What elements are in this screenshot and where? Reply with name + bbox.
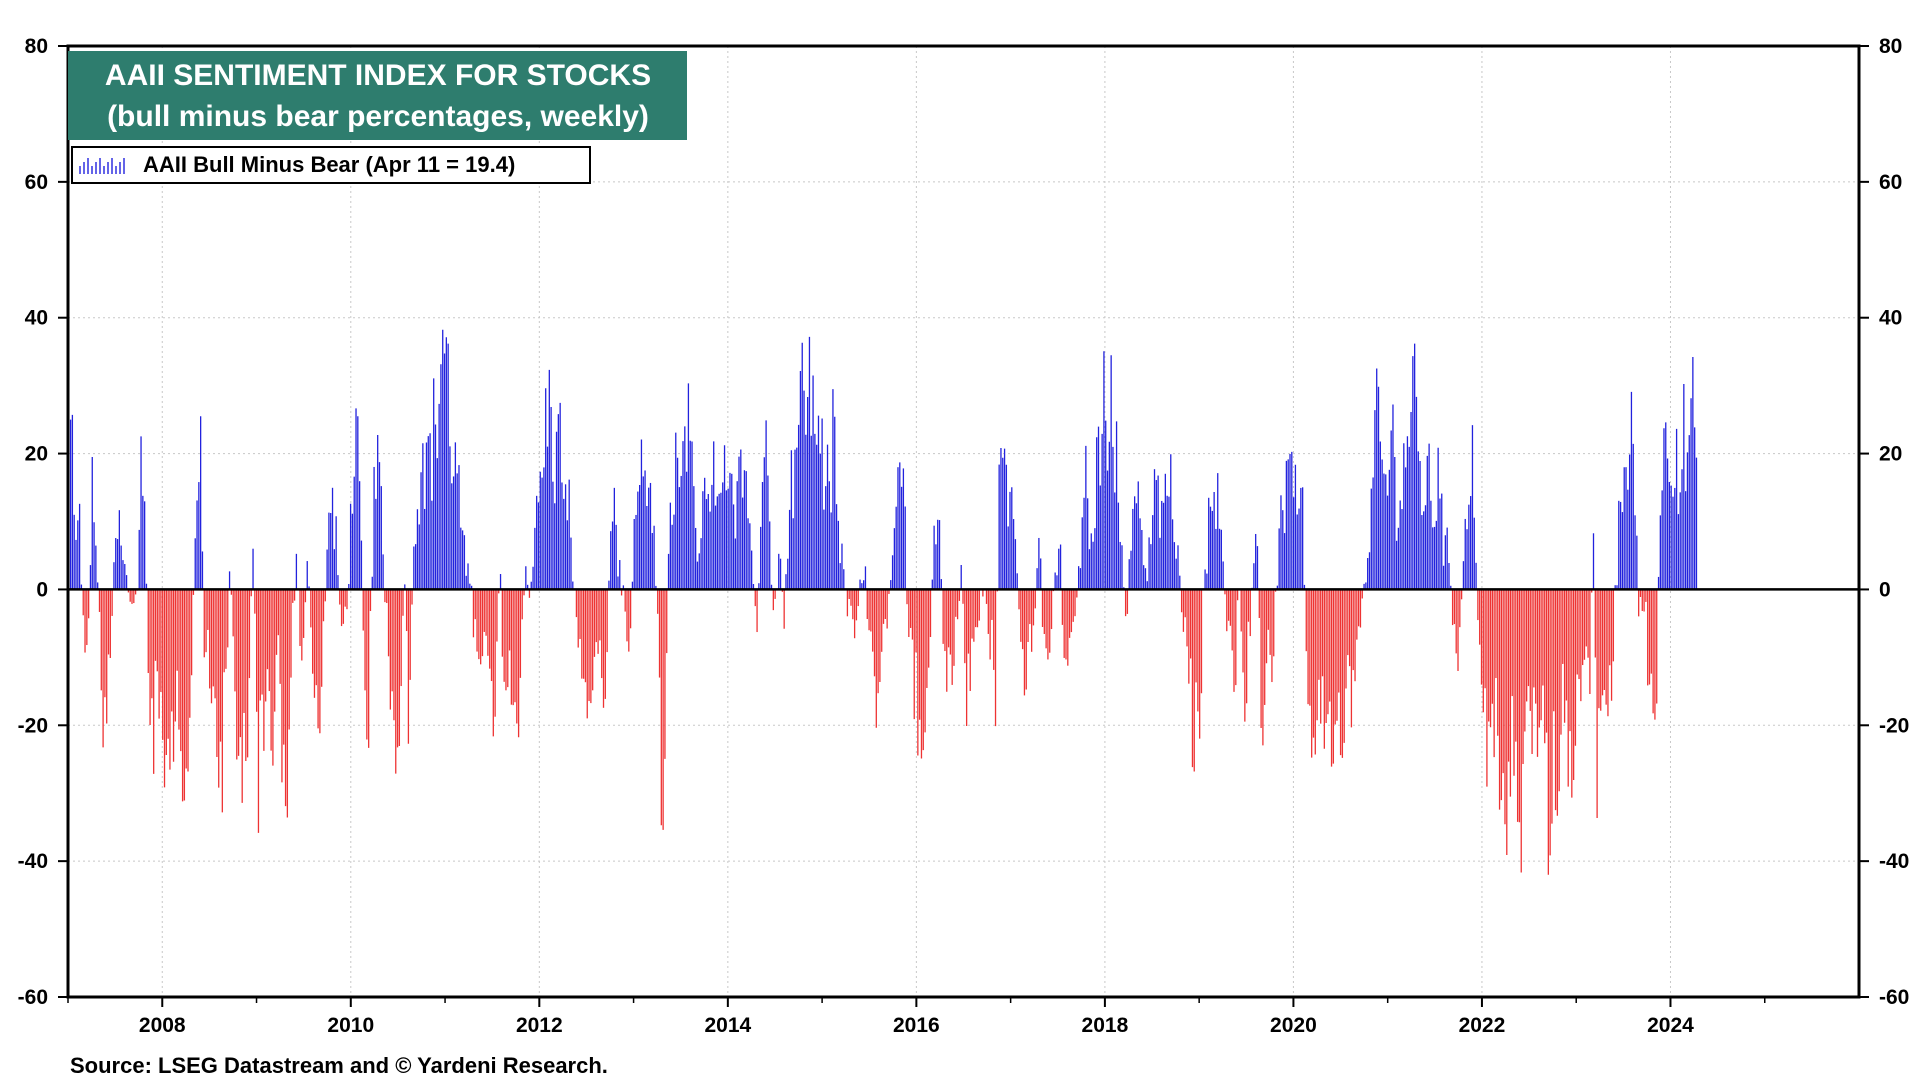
x-tick-label: 2024 (1647, 1014, 1694, 1037)
x-tick-label: 2018 (1082, 1014, 1129, 1037)
y-tick-label-right: 80 (1879, 35, 1902, 58)
y-tick-label-left: -60 (18, 986, 48, 1009)
x-tick-label: 2010 (327, 1014, 374, 1037)
y-tick-label-right: 20 (1879, 443, 1902, 466)
legend-swatch-icon (79, 158, 125, 174)
x-tick-label: 2012 (516, 1014, 563, 1037)
y-tick-label-right: 40 (1879, 307, 1902, 330)
y-tick-label-right: -60 (1879, 986, 1909, 1009)
y-tick-label-right: -20 (1879, 714, 1909, 737)
bar-series (68, 329, 1698, 875)
y-tick-label-right: 60 (1879, 171, 1902, 194)
source-note: Source: LSEG Datastream and © Yardeni Re… (70, 1053, 608, 1078)
x-tick-label: 2016 (893, 1014, 940, 1037)
y-tick-label-left: 60 (25, 171, 48, 194)
chart-subtitle: (bull minus bear percentages, weekly) (107, 100, 649, 133)
y-tick-label-left: 40 (25, 307, 48, 330)
y-tick-label-left: -20 (18, 714, 48, 737)
y-tick-label-right: 0 (1879, 578, 1891, 601)
x-tick-label: 2008 (139, 1014, 186, 1037)
title-box: AAII SENTIMENT INDEX FOR STOCKS (bull mi… (68, 51, 687, 140)
plot-area (66, 44, 1861, 999)
chart-title: AAII SENTIMENT INDEX FOR STOCKS (105, 59, 651, 92)
x-tick-label: 2014 (704, 1014, 751, 1037)
y-tick-label-left: -40 (18, 850, 48, 873)
y-tick-label-left: 20 (25, 443, 48, 466)
y-axis-left: -60 -40 -20 0 20 40 60 80 (18, 35, 68, 1009)
legend-label: AAII Bull Minus Bear (Apr 11 = 19.4) (143, 152, 515, 177)
y-axis-right: -60 -40 -20 0 20 40 60 80 (1859, 35, 1909, 1009)
x-axis: 2008 2010 2012 2014 2016 2018 2020 2022 2024 (67, 997, 1766, 1037)
x-tick-label: 2022 (1459, 1014, 1506, 1037)
y-tick-label-left: 0 (36, 578, 48, 601)
y-tick-label-left: 80 (25, 35, 48, 58)
legend: AAII Bull Minus Bear (Apr 11 = 19.4) (71, 146, 591, 184)
y-tick-label-right: -40 (1879, 850, 1909, 873)
x-tick-label: 2020 (1270, 1014, 1317, 1037)
legend-box (71, 146, 591, 184)
title-background (68, 51, 687, 140)
